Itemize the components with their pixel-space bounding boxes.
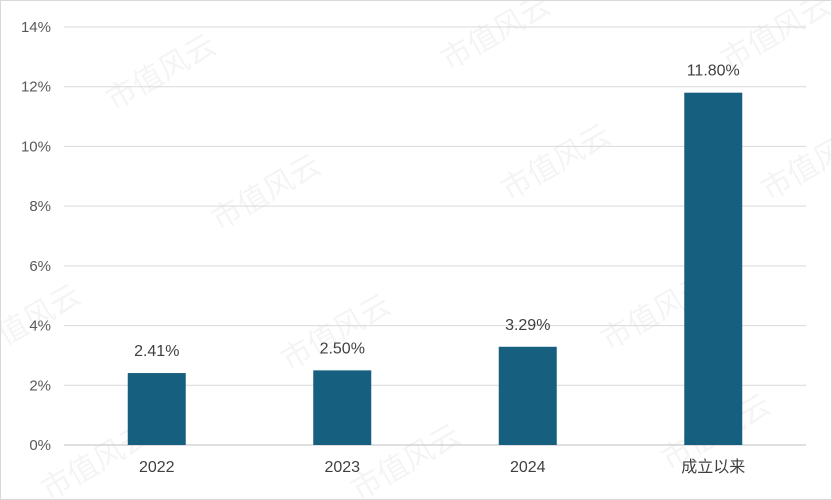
data-label: 3.29% xyxy=(505,317,550,334)
x-category-label: 2024 xyxy=(510,459,546,476)
data-label: 11.80% xyxy=(687,63,740,80)
y-tick-label: 10% xyxy=(21,138,51,155)
watermark-text: 市值风云 xyxy=(756,118,831,207)
watermark-text: 市值风云 xyxy=(206,148,326,237)
y-tick-label: 0% xyxy=(29,437,51,454)
data-label: 2.41% xyxy=(134,343,179,360)
x-category-label: 成立以来 xyxy=(681,458,745,476)
watermark-text: 市值风云 xyxy=(101,28,221,117)
bar-2023 xyxy=(313,370,372,445)
x-category-label: 2023 xyxy=(324,459,360,476)
gridlines xyxy=(64,26,806,446)
y-tick-label: 14% xyxy=(21,19,51,36)
y-axis-tick-labels: 0% 2% 4% 6% 8% 10% 12% 14% xyxy=(21,19,51,454)
x-category-label: 2022 xyxy=(139,459,175,476)
bar-2022 xyxy=(127,373,186,445)
y-tick-label: 2% xyxy=(29,377,51,394)
watermark-text: 市值风云 xyxy=(436,1,556,77)
data-labels: 2.41% 2.50% 3.29% 11.80% xyxy=(134,63,740,360)
y-tick-label: 6% xyxy=(29,258,51,275)
y-tick-label: 8% xyxy=(29,198,51,215)
bar-成立以来 xyxy=(684,92,743,445)
y-tick-label: 12% xyxy=(21,79,51,96)
bars xyxy=(127,92,743,445)
bar-2024 xyxy=(498,346,557,445)
data-label: 2.50% xyxy=(320,340,365,357)
watermark-text: 市值风云 xyxy=(276,288,396,377)
x-axis-labels: 2022 2023 2024 成立以来 xyxy=(139,458,745,476)
watermark-text: 市值风云 xyxy=(496,118,616,207)
y-tick-label: 4% xyxy=(29,318,51,335)
